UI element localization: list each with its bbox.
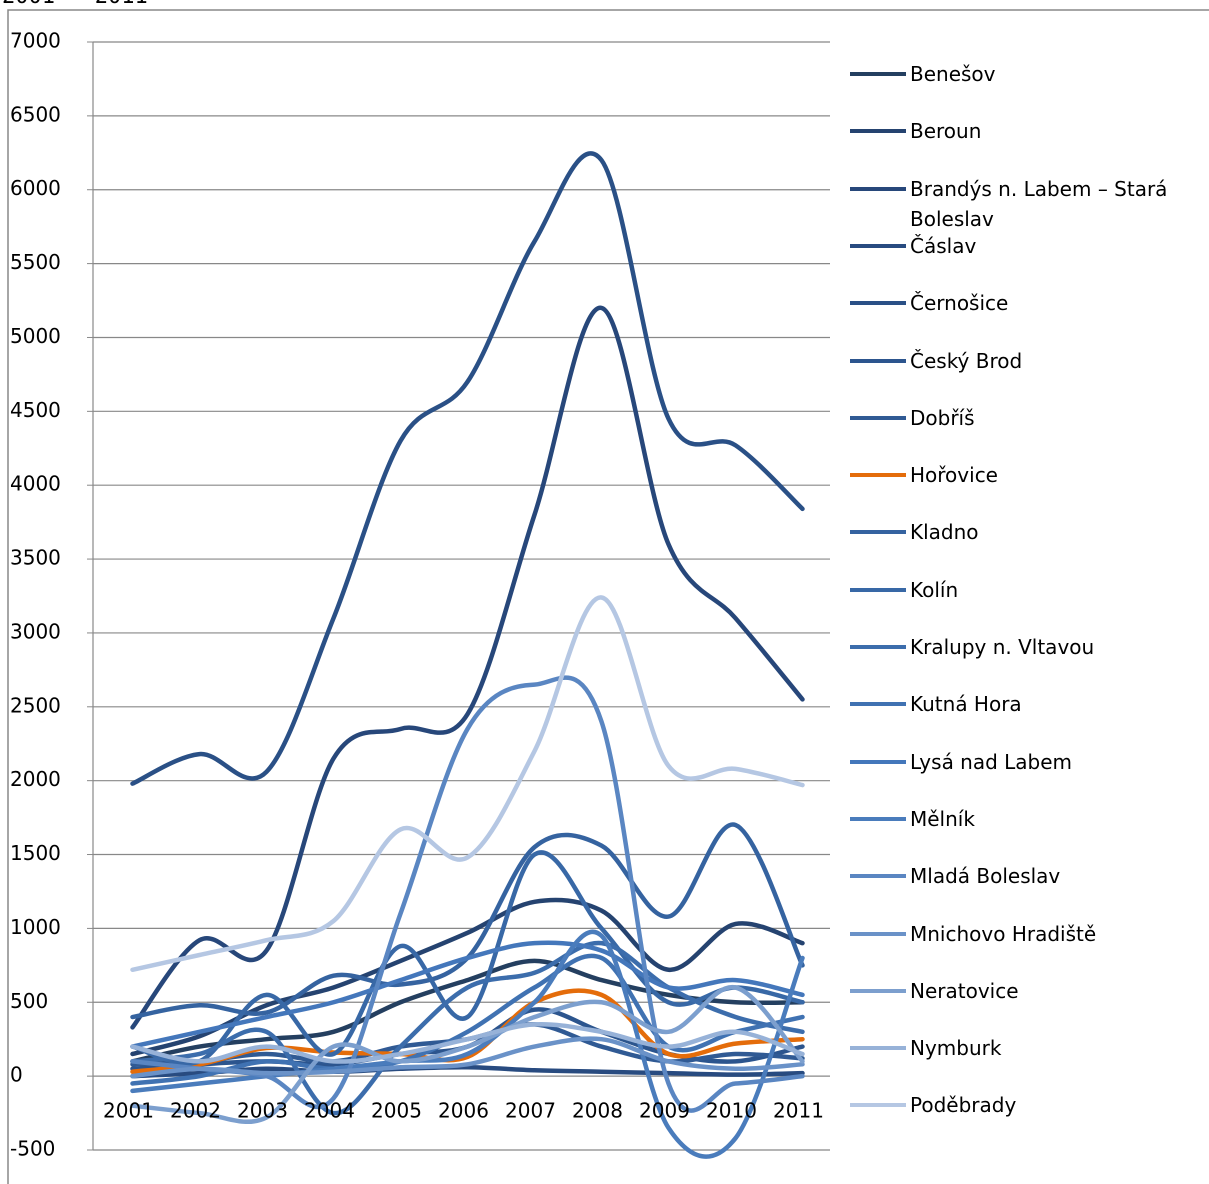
- y-tick-label: 6500: [10, 102, 61, 126]
- legend-label: Beroun: [910, 119, 982, 144]
- legend-swatch: [850, 874, 906, 879]
- legend-label: Hořovice: [910, 463, 998, 488]
- legend-swatch: [850, 645, 906, 649]
- legend-label: Lysá nad Labem: [910, 749, 1073, 774]
- legend-label: Neratovice: [910, 978, 1019, 1003]
- legend-label: Čáslav: [910, 233, 977, 258]
- x-tick-label: 2002: [170, 1099, 221, 1123]
- x-tick-label: 2010: [706, 1099, 757, 1123]
- legend-swatch: [850, 301, 906, 306]
- x-tick-label: 2011: [773, 1099, 824, 1123]
- y-tick-label: 1500: [10, 841, 61, 865]
- legend-swatch: [850, 186, 906, 191]
- y-tick-label: 2000: [10, 767, 61, 791]
- legend-label: Kutná Hora: [910, 692, 1022, 717]
- legend-swatch: [850, 530, 906, 535]
- legend-label: Kralupy n. Vltavou: [910, 635, 1095, 659]
- series-line: [130, 985, 805, 1124]
- x-tick-label: 2006: [438, 1099, 489, 1123]
- series-line: [130, 675, 805, 1113]
- legend-label: Kladno: [910, 520, 979, 545]
- series-line: [130, 940, 805, 1049]
- legend-label: Benešov: [910, 62, 996, 86]
- series-line: [130, 850, 805, 1066]
- y-tick-label: 0: [10, 1063, 23, 1087]
- legend-label: Poděbrady: [910, 1093, 1017, 1118]
- legend-swatch: [850, 931, 906, 936]
- legend-label: Český Brod: [910, 348, 1023, 373]
- y-tick-label: -500: [10, 1137, 55, 1161]
- x-tick-label: 2004: [304, 1099, 355, 1123]
- y-tick-label: 7000: [10, 29, 61, 53]
- series-line: [130, 1036, 805, 1079]
- y-tick-label: 5000: [10, 324, 61, 348]
- series-line: [130, 953, 805, 1086]
- legend-swatch: [850, 72, 906, 76]
- y-tick-label: 1000: [10, 915, 61, 939]
- legend-label: Mladá Boleslav: [910, 864, 1061, 889]
- legend-swatch: [850, 587, 906, 592]
- legend-swatch: [850, 988, 906, 993]
- chart-title: 2001 - 2011: [2, 0, 148, 9]
- series-line: [130, 1064, 805, 1079]
- series-line: [130, 595, 805, 973]
- legend-swatch: [850, 415, 906, 420]
- legend-swatch: [850, 358, 906, 363]
- legend-label: Černošice: [910, 291, 1009, 316]
- legend-label: Brandýs n. Labem – Stará Boleslav: [910, 176, 1168, 231]
- x-tick-label: 2001: [103, 1099, 154, 1123]
- legend-swatch: [850, 243, 906, 248]
- x-tick-label: 2007: [505, 1099, 556, 1123]
- y-tick-label: 5500: [10, 250, 61, 274]
- legend-label: Nymburk: [910, 1036, 1002, 1061]
- legend-swatch: [850, 816, 906, 821]
- legend-label: Dobříš: [910, 405, 975, 430]
- x-tick-label: 2008: [572, 1099, 623, 1123]
- y-tick-label: 500: [10, 989, 48, 1013]
- legend: Benešov Beroun Brandýs n. Labem – Stará Bo…: [850, 0, 1200, 1184]
- y-tick-label: 4000: [10, 472, 61, 496]
- series-line: [130, 305, 805, 1030]
- series-line: [130, 940, 805, 1116]
- series-line: [130, 151, 805, 786]
- chart-border: [7, 9, 1209, 1184]
- series-line: [130, 822, 805, 1020]
- x-tick-label: 2005: [371, 1099, 422, 1123]
- series-line: [130, 1021, 805, 1064]
- y-tick-label: 6000: [10, 176, 61, 200]
- y-tick-label: 2500: [10, 693, 61, 717]
- legend-label: Kolín: [910, 577, 959, 602]
- legend-swatch: [850, 473, 906, 478]
- x-tick-label: 2003: [237, 1099, 288, 1123]
- legend-label: Mnichovo Hradiště: [910, 921, 1097, 946]
- x-tick-label: 2009: [639, 1099, 690, 1123]
- legend-swatch: [850, 702, 906, 707]
- legend-swatch: [850, 129, 906, 134]
- legend-swatch: [850, 1103, 906, 1108]
- legend-label: Mělník: [910, 806, 975, 831]
- y-tick-label: 3500: [10, 546, 61, 570]
- legend-swatch: [850, 759, 906, 764]
- legend-swatch: [850, 1046, 906, 1051]
- y-tick-label: 3000: [10, 619, 61, 643]
- y-tick-label: 4500: [10, 398, 61, 422]
